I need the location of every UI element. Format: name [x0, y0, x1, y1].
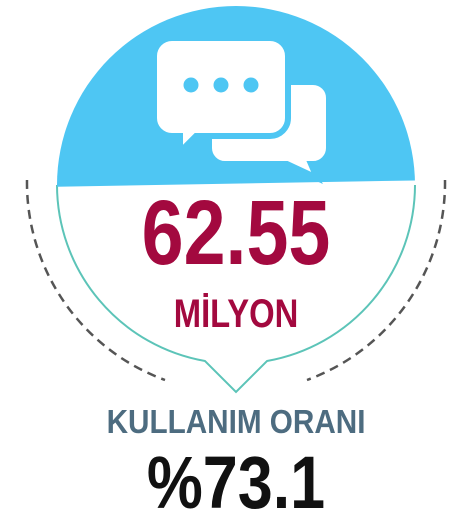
chat-icon — [151, 35, 332, 185]
stat-unit: MİLYON — [174, 291, 298, 336]
dashed-arc-right — [306, 179, 447, 382]
badge-bottom — [56, 184, 416, 394]
stat-value: 62.55 — [142, 181, 331, 284]
stat-rate: %73.1 — [147, 441, 325, 516]
stat-label: KULLANIM ORANI — [107, 404, 366, 441]
dashed-arc-left — [25, 179, 166, 382]
